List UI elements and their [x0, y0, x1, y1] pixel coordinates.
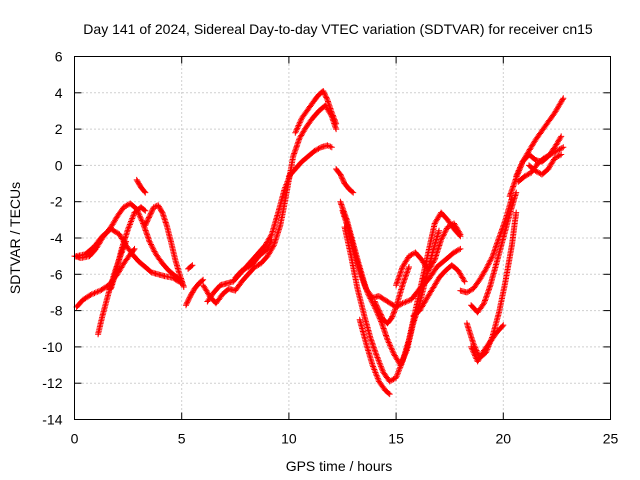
- series-trace-f: [133, 176, 149, 196]
- series-trace-j: [200, 102, 340, 307]
- series-trace-ac: [513, 133, 565, 180]
- data-markers: [468, 322, 507, 365]
- data-markers: [142, 202, 187, 290]
- y-tick-label: 0: [55, 157, 63, 173]
- series-trace-i: [183, 276, 207, 309]
- series-trace-k: [204, 169, 294, 305]
- data-points: [71, 88, 567, 398]
- series-trace-o: [333, 166, 357, 196]
- data-markers: [393, 220, 464, 289]
- data-markers: [133, 176, 149, 196]
- data-markers: [200, 102, 340, 307]
- y-tick-label: -4: [50, 230, 63, 246]
- data-markers: [526, 151, 565, 178]
- x-tick-label: 25: [603, 431, 619, 447]
- data-markers: [339, 207, 442, 369]
- series-trace-y: [468, 322, 507, 365]
- y-axis-label: SDTVAR / TECUs: [7, 182, 23, 294]
- data-markers: [341, 209, 464, 385]
- data-markers: [232, 236, 275, 281]
- data-markers: [285, 142, 335, 180]
- series-trace-s: [356, 316, 393, 398]
- data-markers: [183, 276, 207, 309]
- series-trace-g: [142, 202, 187, 290]
- series-trace-m: [285, 142, 335, 180]
- y-tick-label: 4: [55, 85, 63, 101]
- series-trace-u: [393, 220, 464, 289]
- data-markers: [107, 204, 149, 292]
- axis-ticks: 0 5 10 15 20 25 -14 -12 -10 -8 -6 -4 -2 0 2 4 6: [42, 49, 618, 447]
- data-markers: [292, 88, 340, 136]
- y-tick-label: 6: [55, 49, 63, 65]
- x-axis-label: GPS time / hours: [286, 458, 393, 474]
- series-trace-q: [339, 207, 442, 369]
- data-markers: [513, 133, 565, 180]
- y-tick-label: 2: [55, 121, 63, 137]
- data-markers: [333, 166, 357, 196]
- series-trace-l: [232, 236, 275, 281]
- y-tick-label: -6: [50, 266, 63, 282]
- y-tick-label: -12: [42, 375, 62, 391]
- series-trace-h: [185, 262, 196, 272]
- series-trace-r: [341, 209, 464, 385]
- y-tick-label: -2: [50, 194, 63, 210]
- x-tick-label: 20: [496, 431, 512, 447]
- data-markers: [185, 262, 196, 272]
- x-tick-label: 5: [178, 431, 186, 447]
- data-markers: [410, 262, 468, 319]
- series-trace-e: [107, 204, 149, 292]
- chart-title: Day 141 of 2024, Sidereal Day-to-day VTE…: [83, 21, 593, 37]
- x-tick-label: 15: [388, 431, 404, 447]
- series-trace-v: [410, 262, 468, 319]
- grid-lines: [74, 56, 611, 420]
- y-tick-label: -8: [50, 303, 63, 319]
- data-markers: [468, 189, 520, 316]
- series-trace-n: [292, 88, 340, 136]
- data-markers: [204, 169, 294, 305]
- series-trace-z: [468, 189, 520, 316]
- series-trace-ad: [526, 151, 565, 178]
- data-markers: [371, 264, 412, 327]
- y-tick-label: -10: [42, 339, 62, 355]
- y-tick-label: -14: [42, 412, 62, 428]
- x-tick-label: 10: [281, 431, 297, 447]
- series-trace-t: [371, 264, 412, 327]
- data-markers: [356, 316, 393, 398]
- x-tick-label: 0: [71, 431, 79, 447]
